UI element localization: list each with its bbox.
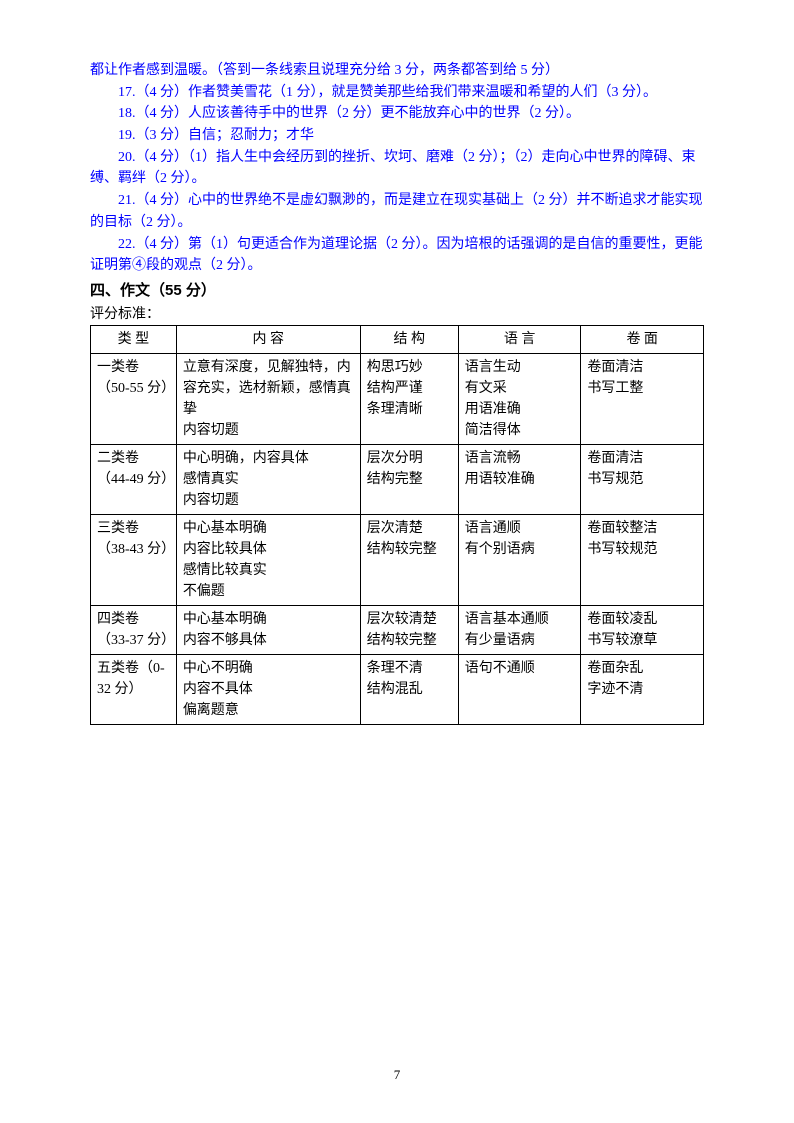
header-type: 类 型 [91,325,177,353]
cell-type: 三类卷（38-43 分） [91,514,177,605]
cell-type: 五类卷（0-32 分） [91,654,177,724]
table-row: 二类卷（44-49 分） 中心明确，内容具体感情真实内容切题 层次分明结构完整 … [91,444,704,514]
scoring-rubric-table: 类 型 内 容 结 构 语 言 卷 面 一类卷（50-55 分） 立意有深度，见… [90,325,704,725]
cell-structure: 层次分明结构完整 [360,444,458,514]
criteria-label: 评分标准： [90,303,704,323]
cell-type: 四类卷（33-37 分） [91,605,177,654]
cell-language: 语言基本通顺有少量语病 [458,605,581,654]
cell-content: 立意有深度，见解独特，内容充实，选材新颖，感情真挚内容切题 [176,353,360,444]
table-row: 五类卷（0-32 分） 中心不明确内容不具体偏离题意 条理不清结构混乱 语句不通… [91,654,704,724]
cell-language: 语言流畅用语较准确 [458,444,581,514]
page-number: 7 [0,1067,794,1083]
table-row: 三类卷（38-43 分） 中心基本明确内容比较具体感情比较真实不偏题 层次清楚结… [91,514,704,605]
cell-structure: 条理不清结构混乱 [360,654,458,724]
cell-appearance: 卷面清洁书写规范 [581,444,704,514]
answer-line-22: 22.（4 分）第（1）句更适合作为道理论据（2 分）。因为培根的话强调的是自信… [90,234,704,277]
cell-content: 中心基本明确内容不够具体 [176,605,360,654]
answer-line-21: 21.（4 分）心中的世界绝不是虚幻飘渺的，而是建立在现实基础上（2 分）并不断… [90,190,704,233]
cell-structure: 构思巧妙结构严谨条理清晰 [360,353,458,444]
cell-language: 语言生动有文采用语准确简洁得体 [458,353,581,444]
cell-language: 语句不通顺 [458,654,581,724]
answer-line-18: 18.（4 分）人应该善待手中的世界（2 分）更不能放弃心中的世界（2 分）。 [90,103,704,125]
cell-content: 中心基本明确内容比较具体感情比较真实不偏题 [176,514,360,605]
table-row: 一类卷（50-55 分） 立意有深度，见解独特，内容充实，选材新颖，感情真挚内容… [91,353,704,444]
header-language: 语 言 [458,325,581,353]
answer-line-20: 20.（4 分）（1）指人生中会经历到的挫折、坎坷、磨难（2 分）；（2）走向心… [90,147,704,190]
cell-content: 中心不明确内容不具体偏离题意 [176,654,360,724]
cell-appearance: 卷面杂乱字迹不清 [581,654,704,724]
cell-structure: 层次清楚结构较完整 [360,514,458,605]
header-content: 内 容 [176,325,360,353]
cell-content: 中心明确，内容具体感情真实内容切题 [176,444,360,514]
cell-appearance: 卷面较整洁书写较规范 [581,514,704,605]
table-row: 四类卷（33-37 分） 中心基本明确内容不够具体 层次较清楚结构较完整 语言基… [91,605,704,654]
cell-structure: 层次较清楚结构较完整 [360,605,458,654]
section-title-essay: 四、作文（55 分） [90,279,704,300]
table-header-row: 类 型 内 容 结 构 语 言 卷 面 [91,325,704,353]
header-structure: 结 构 [360,325,458,353]
header-appearance: 卷 面 [581,325,704,353]
answer-line-intro: 都让作者感到温暖。（答到一条线索且说理充分给 3 分，两条都答到给 5 分） [90,60,704,82]
answer-line-17: 17.（4 分）作者赞美雪花（1 分），就是赞美那些给我们带来温暖和希望的人们（… [90,82,704,104]
cell-appearance: 卷面较凌乱书写较潦草 [581,605,704,654]
cell-appearance: 卷面清洁书写工整 [581,353,704,444]
cell-type: 二类卷（44-49 分） [91,444,177,514]
cell-language: 语言通顺有个别语病 [458,514,581,605]
answer-line-19: 19.（3 分）自信；忍耐力；才华 [90,125,704,147]
cell-type: 一类卷（50-55 分） [91,353,177,444]
